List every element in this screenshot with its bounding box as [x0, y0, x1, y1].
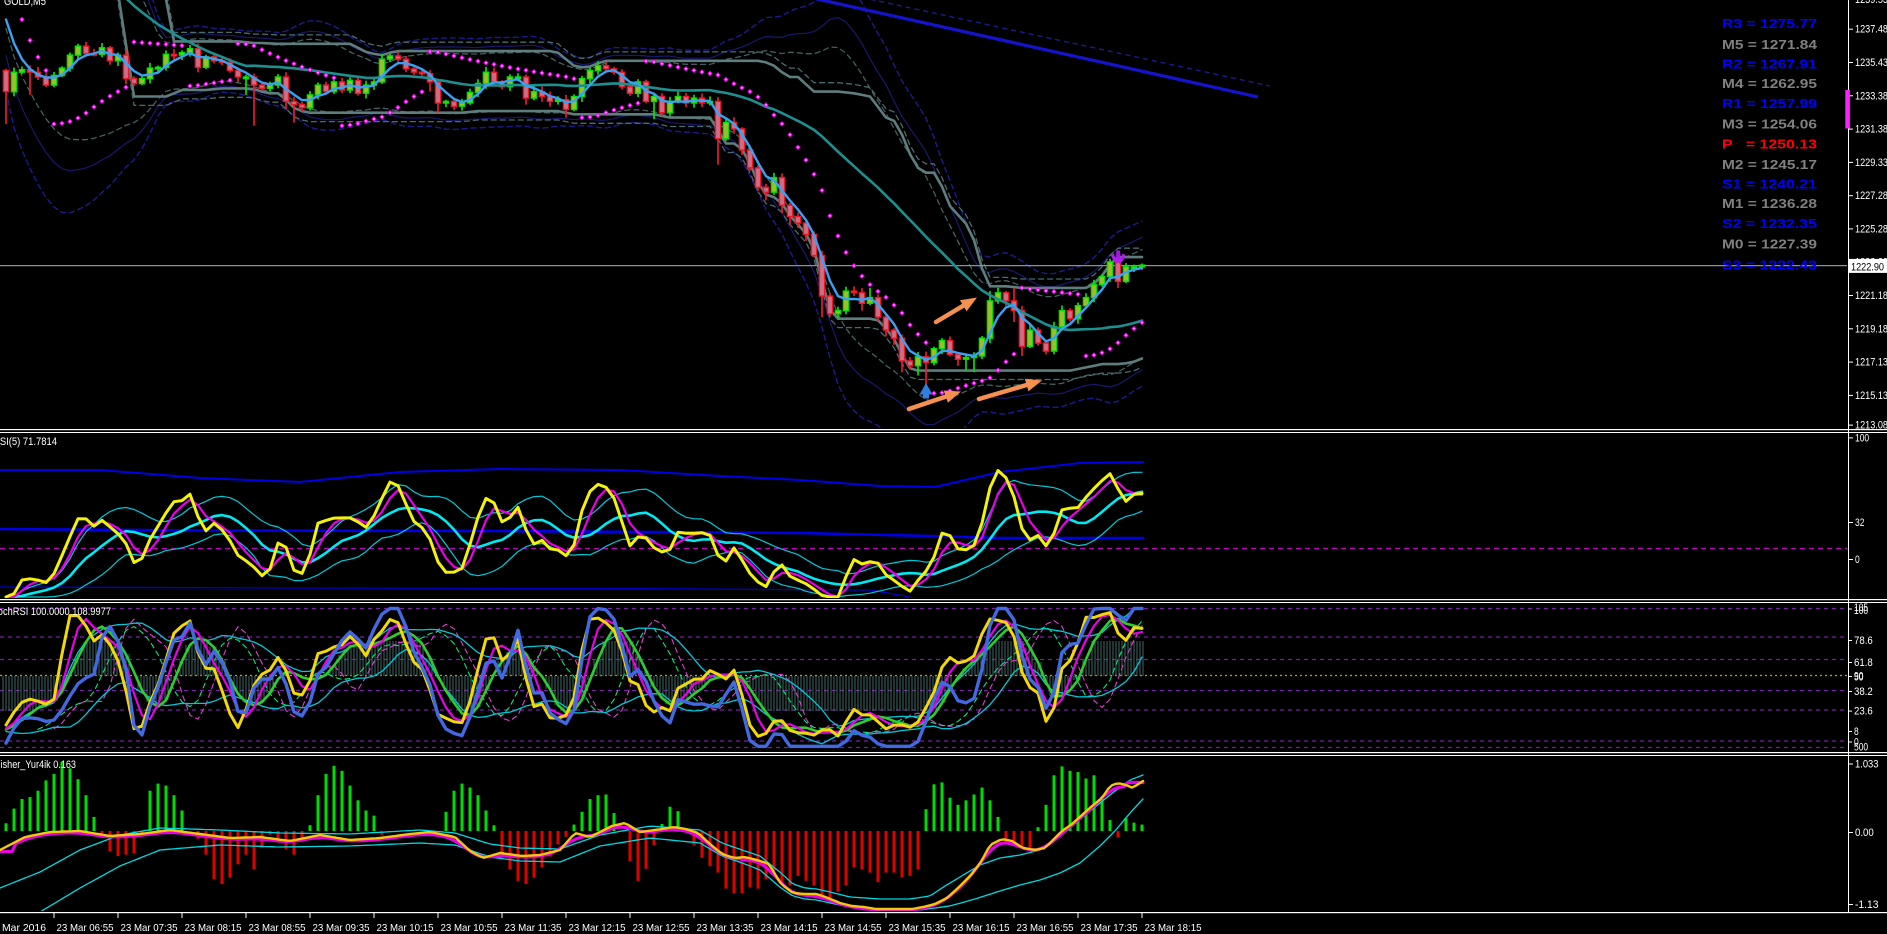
svg-text:M3 = 1254.06: M3 = 1254.06	[1722, 117, 1817, 131]
svg-text:GOLD,M5: GOLD,M5	[4, 0, 46, 8]
svg-text:1239.53: 1239.53	[1855, 0, 1887, 6]
svg-text:P = 1250.13: P = 1250.13	[1722, 138, 1817, 152]
svg-text:1219.18: 1219.18	[1855, 323, 1887, 335]
svg-text:Mar 2016: Mar 2016	[2, 922, 46, 934]
svg-text:23 Mar 16:55: 23 Mar 16:55	[1017, 922, 1074, 934]
svg-text:0: 0	[1854, 737, 1859, 749]
svg-text:-1.13: -1.13	[1855, 899, 1879, 911]
svg-text:M5 = 1271.84: M5 = 1271.84	[1722, 38, 1817, 52]
svg-text:1237.48: 1237.48	[1855, 24, 1887, 36]
svg-text:23 Mar 08:55: 23 Mar 08:55	[249, 922, 306, 934]
svg-text:23 Mar 06:55: 23 Mar 06:55	[57, 922, 114, 934]
svg-text:0.00: 0.00	[1855, 827, 1874, 839]
svg-text:100: 100	[1855, 432, 1869, 444]
svg-text:8: 8	[1854, 726, 1859, 738]
svg-text:1213.08: 1213.08	[1855, 420, 1887, 432]
svg-text:23.6: 23.6	[1854, 706, 1873, 718]
svg-text:23 Mar 14:55: 23 Mar 14:55	[825, 922, 882, 934]
svg-text:38.2: 38.2	[1854, 686, 1873, 698]
svg-text:1225.28: 1225.28	[1855, 223, 1887, 235]
svg-text:23 Mar 11:35: 23 Mar 11:35	[505, 922, 562, 934]
svg-text:1217.13: 1217.13	[1855, 357, 1887, 369]
svg-text:23 Mar 14:15: 23 Mar 14:15	[761, 922, 818, 934]
svg-text:23 Mar 07:35: 23 Mar 07:35	[121, 922, 178, 934]
svg-text:61.8: 61.8	[1854, 657, 1873, 669]
svg-text:90: 90	[1854, 670, 1863, 682]
svg-text:M2 = 1245.17: M2 = 1245.17	[1722, 158, 1817, 172]
svg-text:105: 105	[1854, 602, 1868, 614]
svg-text:23 Mar 12:55: 23 Mar 12:55	[633, 922, 690, 934]
svg-text:RSI(5) 71.7814: RSI(5) 71.7814	[0, 436, 57, 448]
svg-text:1215.13: 1215.13	[1855, 390, 1887, 402]
svg-text:1221.18: 1221.18	[1855, 290, 1887, 302]
svg-text:1227.28: 1227.28	[1855, 190, 1887, 202]
svg-text:0: 0	[1855, 554, 1860, 566]
svg-text:1222.90: 1222.90	[1851, 261, 1884, 273]
svg-text:M4 = 1262.95: M4 = 1262.95	[1722, 77, 1817, 91]
svg-text:23 Mar 16:15: 23 Mar 16:15	[953, 922, 1010, 934]
svg-text:S3 = 1222.43: S3 = 1222.43	[1722, 258, 1817, 272]
svg-text:M0 = 1227.39: M0 = 1227.39	[1722, 237, 1817, 251]
svg-text:23 Mar 17:35: 23 Mar 17:35	[1081, 922, 1138, 934]
svg-text:23 Mar 12:15: 23 Mar 12:15	[569, 922, 626, 934]
svg-text:1229.33: 1229.33	[1855, 157, 1887, 169]
svg-text:32: 32	[1855, 517, 1864, 529]
svg-text:R3 = 1275.77: R3 = 1275.77	[1722, 17, 1817, 31]
svg-text:StochRSI 100.0000 108.9977: StochRSI 100.0000 108.9977	[0, 606, 111, 618]
svg-text:78.6: 78.6	[1854, 635, 1873, 647]
svg-text:23 Mar 15:35: 23 Mar 15:35	[889, 922, 946, 934]
svg-text:1235.43: 1235.43	[1855, 57, 1887, 69]
svg-text:23 Mar 10:15: 23 Mar 10:15	[377, 922, 434, 934]
svg-text:23 Mar 09:35: 23 Mar 09:35	[313, 922, 370, 934]
svg-text:1233.38: 1233.38	[1855, 90, 1887, 102]
svg-text:23 Mar 08:15: 23 Mar 08:15	[185, 922, 242, 934]
svg-text:23 Mar 10:55: 23 Mar 10:55	[441, 922, 498, 934]
svg-text:23 Mar 18:15: 23 Mar 18:15	[1145, 922, 1202, 934]
svg-text:S1 = 1240.21: S1 = 1240.21	[1722, 178, 1817, 192]
svg-text:R1 = 1257.99: R1 = 1257.99	[1722, 97, 1817, 111]
svg-text:Fisher_Yur4ik 0.163: Fisher_Yur4ik 0.163	[0, 759, 76, 771]
svg-text:23 Mar 13:35: 23 Mar 13:35	[697, 922, 754, 934]
svg-text:1231.38: 1231.38	[1855, 124, 1887, 136]
svg-text:R2 = 1267.91: R2 = 1267.91	[1722, 58, 1817, 72]
svg-text:S2 = 1232.35: S2 = 1232.35	[1722, 217, 1817, 231]
svg-text:50: 50	[1854, 672, 1863, 684]
svg-text:500: 500	[1854, 742, 1868, 754]
svg-text:M1 = 1236.28: M1 = 1236.28	[1722, 197, 1817, 211]
svg-text:100: 100	[1854, 605, 1868, 617]
svg-text:1.033: 1.033	[1855, 759, 1879, 771]
